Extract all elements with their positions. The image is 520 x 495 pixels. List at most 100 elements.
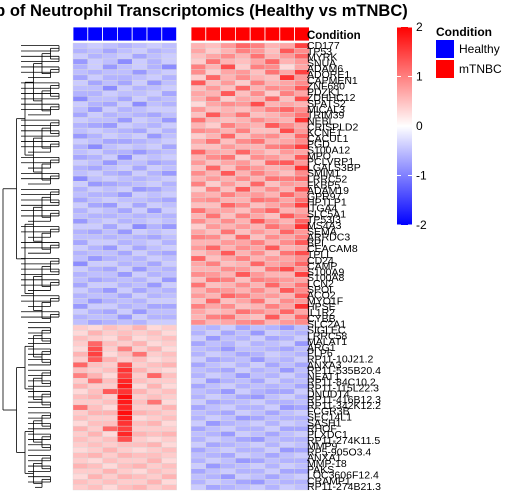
heatmap-cell: [220, 340, 236, 347]
heatmap-cell: [146, 335, 163, 342]
heatmap-cell: [190, 287, 207, 294]
heatmap-cell: [87, 266, 103, 273]
heatmap-cell: [205, 292, 221, 299]
heatmap-cell: [220, 292, 236, 299]
heatmap-cell: [220, 197, 236, 203]
heatmap-cell: [279, 234, 295, 241]
row-label: SEC14L1: [307, 412, 352, 424]
heatmap-cell: [87, 431, 103, 437]
heatmap-cell: [205, 165, 221, 171]
heatmap-cell: [161, 367, 177, 374]
heatmap-cell: [190, 213, 207, 219]
heatmap-cell: [161, 239, 177, 246]
heatmap-cell: [279, 378, 295, 384]
heatmap-cell: [72, 69, 89, 76]
heatmap-cell: [131, 170, 148, 177]
heatmap-cell: [131, 468, 148, 475]
heatmap-cell: [161, 213, 177, 219]
heatmap-cell: [235, 282, 251, 288]
heatmap-cell: [279, 324, 295, 331]
heatmap-cell: [87, 473, 103, 480]
heatmap-cell: [279, 133, 295, 139]
heatmap-cell: [117, 473, 133, 480]
heatmap-cell: [190, 425, 207, 432]
heatmap-cell: [205, 207, 221, 214]
heatmap-cell: [235, 207, 251, 214]
heatmap-cell: [249, 186, 266, 193]
row-label: SASH1: [307, 417, 342, 429]
heatmap-cell: [190, 90, 207, 97]
heatmap-cell: [235, 463, 251, 469]
heatmap-cell: [102, 266, 118, 273]
row-label: CEACAM8: [307, 243, 358, 255]
heatmap-cell: [264, 64, 281, 70]
heatmap-cell: [161, 287, 177, 294]
heatmap-cell: [117, 431, 133, 437]
heatmap-cell: [131, 207, 148, 214]
heatmap-cell: [279, 346, 295, 352]
heatmap-cell: [102, 197, 118, 203]
heatmap-cell: [220, 48, 236, 54]
heatmap-cell: [220, 154, 236, 161]
heatmap-cell: [279, 229, 295, 235]
heatmap-cell: [87, 452, 103, 459]
heatmap-cell: [102, 111, 118, 118]
heatmap-cell: [220, 138, 236, 145]
heatmap-cell: [249, 330, 266, 336]
heatmap-cell: [72, 122, 89, 129]
heatmap-cell: [235, 420, 251, 427]
heatmap-cell: [264, 101, 281, 108]
heatmap-cell: [220, 250, 236, 257]
heatmap-cell: [220, 399, 236, 406]
heatmap-cell: [235, 303, 251, 310]
heatmap-cell: [249, 319, 266, 326]
heatmap-cell: [146, 223, 163, 230]
heatmap-cell: [117, 80, 133, 86]
heatmap-cell: [161, 372, 177, 379]
heatmap-cell: [102, 245, 118, 251]
condition-annotation-bar: [72, 26, 310, 42]
heatmap-cell: [190, 223, 207, 230]
row-label: CRAMP1: [307, 475, 351, 487]
heatmap-cell: [161, 149, 177, 155]
heatmap-cell: [117, 154, 133, 161]
heatmap-cell: [190, 351, 207, 358]
heatmap-cell: [249, 245, 266, 251]
row-label: MICAL3: [307, 104, 345, 116]
heatmap-cell: [131, 409, 148, 416]
heatmap-cell: [205, 239, 221, 246]
heatmap-cell: [279, 250, 295, 257]
heatmap-cell: [72, 441, 89, 448]
heatmap-cell: [87, 159, 103, 166]
heatmap-cell: [131, 276, 148, 283]
heatmap-cell: [72, 473, 89, 480]
heatmap-cell: [117, 367, 133, 374]
heatmap-cell: [220, 229, 236, 235]
heatmap-cell: [131, 303, 148, 310]
heatmap-cell: [146, 356, 163, 363]
heatmap-cell: [161, 356, 177, 363]
heatmap-cell: [131, 314, 148, 320]
heatmap-cell: [102, 308, 118, 315]
heatmap-cell: [117, 170, 133, 177]
heatmap-cell: [72, 388, 89, 395]
heatmap-cell: [249, 250, 266, 257]
heatmap-cell: [279, 260, 295, 267]
heatmap-cell: [146, 138, 163, 145]
heatmap-cell: [131, 186, 148, 193]
heatmap-cell: [87, 340, 103, 347]
heatmap-cell: [117, 468, 133, 475]
heatmap-cell: [249, 223, 266, 230]
heatmap-cell: [190, 239, 207, 246]
row-label: RP11-274B21.3: [307, 481, 381, 493]
heatmap-cell: [220, 53, 236, 60]
heatmap-cell: [279, 356, 295, 363]
heatmap-cell: [102, 191, 118, 198]
heatmap-cell: [205, 420, 221, 427]
heatmap-cell: [161, 399, 177, 406]
heatmap-cell: [279, 53, 295, 60]
heatmap-cell: [205, 308, 221, 315]
heatmap-cell: [161, 191, 177, 198]
annotation-cell-mtnbc: [190, 26, 207, 42]
heatmap-cell: [279, 218, 295, 225]
